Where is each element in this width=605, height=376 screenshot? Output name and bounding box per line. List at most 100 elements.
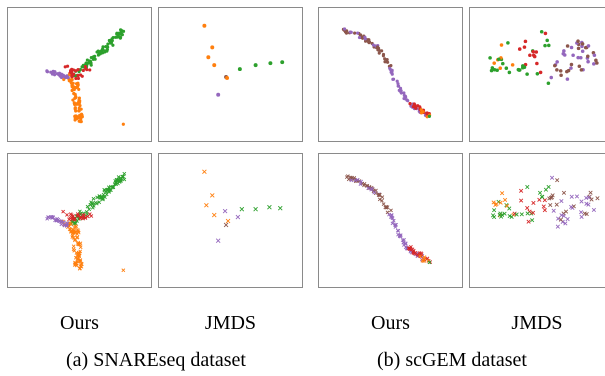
scatter-point bbox=[381, 202, 386, 207]
scatter-point bbox=[268, 61, 273, 66]
scatter-point bbox=[522, 45, 527, 49]
scatter-point bbox=[501, 61, 505, 66]
scatter-point bbox=[73, 106, 77, 110]
scatter-point bbox=[121, 268, 126, 273]
scatter-point bbox=[76, 258, 81, 262]
scatter-point bbox=[70, 85, 74, 89]
scatter-point bbox=[498, 66, 502, 70]
scatter-point bbox=[71, 247, 76, 252]
scatter-point bbox=[88, 59, 92, 63]
scgem-jmds-label: JMDS bbox=[511, 312, 563, 334]
scatter-point bbox=[586, 44, 591, 48]
scatter-point bbox=[76, 73, 80, 78]
scatter-point bbox=[111, 43, 115, 47]
snareseq-caption: (a) SNAREseq dataset bbox=[66, 349, 246, 371]
scatter-point bbox=[390, 221, 395, 226]
scatter-point bbox=[562, 49, 566, 53]
scatter-point bbox=[395, 228, 400, 233]
scatter-point bbox=[380, 195, 385, 200]
scatter-point bbox=[391, 218, 396, 223]
scatter-point bbox=[83, 64, 87, 69]
scatter-point bbox=[519, 188, 524, 193]
scatter-point bbox=[548, 202, 553, 208]
scatter-point bbox=[563, 209, 569, 214]
scatter-point bbox=[204, 202, 209, 208]
scatter-point bbox=[579, 210, 584, 215]
scatter-point bbox=[206, 55, 211, 60]
scatter-point bbox=[542, 198, 547, 203]
scatter-point bbox=[45, 69, 49, 73]
scatter-point bbox=[212, 63, 217, 68]
scatter-point bbox=[523, 39, 528, 44]
scatter-point bbox=[558, 69, 563, 73]
scatter-point bbox=[514, 212, 519, 217]
scgem-jmds-top-scatter bbox=[488, 29, 599, 86]
scatter-point bbox=[116, 175, 121, 179]
scatter-point bbox=[74, 86, 78, 90]
scatter-point bbox=[211, 212, 217, 218]
scatter-point bbox=[202, 23, 207, 28]
scatter-point bbox=[592, 62, 596, 66]
scatter-point bbox=[403, 242, 408, 246]
scatter-point bbox=[376, 45, 380, 49]
scatter-point bbox=[543, 31, 548, 36]
scatter-point bbox=[525, 184, 530, 190]
scatter-point bbox=[510, 63, 515, 67]
scatter-point bbox=[398, 86, 403, 90]
scatter-point bbox=[76, 250, 81, 255]
scatter-point bbox=[70, 215, 75, 220]
scatter-point bbox=[546, 81, 551, 86]
scatter-point bbox=[489, 68, 494, 73]
scatter-point bbox=[409, 245, 413, 249]
scatter-point bbox=[358, 182, 363, 186]
scatter-point bbox=[383, 57, 387, 61]
scatter-point bbox=[563, 221, 568, 226]
scatter-point bbox=[558, 217, 563, 222]
scatter-point bbox=[539, 29, 544, 34]
scatter-point bbox=[77, 109, 81, 113]
scatter-point bbox=[80, 113, 84, 117]
scatter-point bbox=[586, 54, 590, 59]
scatter-point bbox=[253, 63, 258, 68]
scatter-point bbox=[576, 55, 580, 60]
scatter-point bbox=[72, 229, 77, 234]
scatter-point bbox=[78, 259, 83, 264]
scatter-point bbox=[397, 84, 401, 88]
scatter-point bbox=[556, 216, 561, 221]
scatter-point bbox=[516, 67, 521, 72]
scatter-point bbox=[215, 238, 221, 243]
scatter-point bbox=[77, 213, 81, 218]
scatter-point bbox=[80, 74, 84, 78]
scatter-point bbox=[389, 212, 394, 217]
scatter-point bbox=[118, 35, 122, 39]
scatter-point bbox=[554, 202, 559, 207]
scatter-point bbox=[216, 92, 221, 97]
scatter-point bbox=[577, 64, 582, 68]
scatter-point bbox=[561, 190, 567, 195]
scatter-point bbox=[417, 251, 422, 255]
scatter-point bbox=[202, 169, 207, 175]
scatter-point bbox=[61, 73, 65, 77]
scatter-point bbox=[356, 31, 360, 35]
scatter-point bbox=[237, 67, 242, 72]
scatter-point bbox=[367, 41, 371, 45]
scatter-point bbox=[565, 217, 570, 222]
scatter-point bbox=[561, 213, 566, 219]
scatter-point bbox=[68, 212, 73, 216]
scatter-point bbox=[78, 245, 83, 250]
scatter-point bbox=[64, 76, 68, 80]
scatter-point bbox=[418, 105, 422, 109]
scatter-point bbox=[413, 103, 417, 107]
scatter-point bbox=[73, 116, 77, 120]
scatter-point bbox=[346, 177, 351, 182]
scatter-point bbox=[422, 255, 427, 260]
scatter-point bbox=[71, 73, 75, 77]
scatter-point bbox=[571, 53, 575, 58]
scatter-point bbox=[95, 195, 100, 200]
scatter-point bbox=[209, 193, 215, 198]
scatter-point bbox=[74, 69, 78, 73]
scatter-point bbox=[507, 213, 512, 219]
scatter-point bbox=[76, 240, 81, 245]
scatter-point bbox=[498, 200, 503, 205]
scatter-point bbox=[402, 96, 406, 101]
